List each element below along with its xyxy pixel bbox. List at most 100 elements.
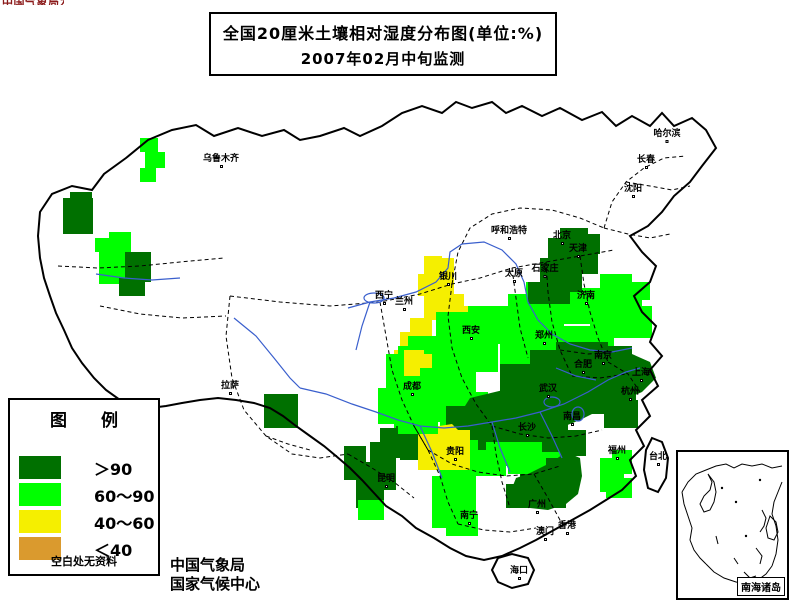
rivers <box>95 241 641 479</box>
city-name: 拉萨 <box>220 381 240 391</box>
city-name: 长春 <box>636 155 656 165</box>
legend-item: ＞90 <box>18 454 155 481</box>
city-marker-icon <box>228 392 232 395</box>
top-text-fragment: 中国气象局发布 <box>2 0 64 5</box>
city-marker-icon <box>546 395 550 398</box>
city-marker-icon <box>570 423 574 426</box>
national-border <box>36 100 718 590</box>
city-name: 成都 <box>402 382 422 392</box>
legend-title: 图 例 <box>50 411 132 431</box>
city-label: 哈尔滨 <box>653 129 681 143</box>
city-marker-icon <box>565 532 569 535</box>
city-marker-icon <box>402 308 406 311</box>
city-label: 银川 <box>439 273 457 286</box>
city-marker-icon <box>576 255 580 258</box>
province-boundaries <box>57 155 691 533</box>
inset-map <box>678 452 787 598</box>
city-name: 广州 <box>527 500 547 510</box>
city-name: 郑州 <box>534 331 554 341</box>
city-name: 长沙 <box>517 423 537 433</box>
city-label: 北京 <box>553 232 571 245</box>
inset-label: 南海诸岛 <box>737 577 785 596</box>
city-name: 哈尔滨 <box>653 129 681 139</box>
attribution-line-1: 中国气象局 <box>170 556 246 574</box>
city-marker-icon <box>631 195 635 198</box>
legend-items: ＞90 60～90 40～60 ＜40 <box>18 454 155 562</box>
city-name: 香港 <box>557 521 577 531</box>
city-marker-icon <box>639 379 643 382</box>
city-marker-icon <box>615 457 619 460</box>
city-name: 济南 <box>576 291 596 301</box>
city-name: 西安 <box>461 326 481 336</box>
city-name: 银川 <box>438 272 458 282</box>
city-label: 合肥 <box>574 361 592 374</box>
city-marker-icon <box>410 393 414 396</box>
city-label: 武汉 <box>539 385 557 398</box>
legend-label: 40～60 <box>94 513 155 533</box>
city-name: 南京 <box>593 351 613 361</box>
city-name: 澳门 <box>535 527 555 537</box>
city-name: 呼和浩特 <box>490 226 528 236</box>
city-label: 南昌 <box>563 413 581 426</box>
city-marker-icon <box>542 342 546 345</box>
city-label: 拉萨 <box>221 382 239 395</box>
legend-label: ＜40 <box>94 540 133 560</box>
city-name: 武汉 <box>538 384 558 394</box>
city-marker-icon <box>453 458 457 461</box>
attribution-line-2: 国家气候中心 <box>170 574 261 593</box>
city-name: 兰州 <box>394 297 414 307</box>
lakes <box>363 292 585 422</box>
city-name: 海口 <box>509 566 529 576</box>
city-label: 西宁 <box>375 292 393 305</box>
city-label: 海口 <box>510 567 528 580</box>
city-marker-icon <box>219 165 223 168</box>
city-label: 成都 <box>403 383 421 396</box>
city-label: 贵阳 <box>446 448 464 461</box>
humidity-shading-layer <box>63 138 656 536</box>
legend-swatch <box>18 482 62 507</box>
city-label: 南京 <box>594 352 612 365</box>
city-marker-icon <box>543 275 547 278</box>
city-name: 石家庄 <box>531 264 559 274</box>
city-label: 天津 <box>569 245 587 258</box>
city-marker-icon <box>525 434 529 437</box>
page-title: 全国20厘米土壤相对湿度分布图(单位:%) <box>222 23 544 43</box>
city-label: 济南 <box>577 292 595 305</box>
south-china-sea-inset: 南海诸岛 <box>676 450 789 600</box>
legend-label: 60～90 <box>94 486 155 506</box>
city-label: 长春 <box>637 156 655 169</box>
city-marker-icon <box>535 511 539 514</box>
legend: 图 例 ＞90 60～90 40～60 ＜40 空白处无资料 <box>8 398 160 576</box>
title-box: 全国20厘米土壤相对湿度分布图(单位:%) 2007年02月中旬监测 <box>209 12 557 76</box>
city-label: 兰州 <box>395 298 413 311</box>
city-name: 贵阳 <box>445 447 465 457</box>
page-subtitle: 2007年02月中旬监测 <box>300 49 466 68</box>
city-name: 南昌 <box>562 412 582 422</box>
city-label: 太原 <box>505 270 523 283</box>
city-marker-icon <box>384 485 388 488</box>
city-marker-icon <box>601 362 605 365</box>
city-marker-icon <box>446 283 450 286</box>
city-label: 福州 <box>608 447 626 460</box>
legend-item: 60～90 <box>18 481 155 508</box>
city-marker-icon <box>517 577 521 580</box>
city-label: 澳门 <box>536 528 554 541</box>
city-name: 南宁 <box>459 511 479 521</box>
legend-item: ＜40 <box>18 535 155 562</box>
city-label: 西安 <box>462 327 480 340</box>
city-name: 昆明 <box>376 474 396 484</box>
city-name: 天津 <box>568 244 588 254</box>
city-label: 呼和浩特 <box>491 227 527 240</box>
city-name: 沈阳 <box>623 184 643 194</box>
city-marker-icon <box>467 522 471 525</box>
city-marker-icon <box>665 140 669 143</box>
city-label: 南宁 <box>460 512 478 525</box>
city-name: 西宁 <box>374 291 394 301</box>
city-label: 杭州 <box>621 388 639 401</box>
city-marker-icon <box>507 237 511 240</box>
city-marker-icon <box>469 337 473 340</box>
city-marker-icon <box>644 166 648 169</box>
legend-swatch <box>18 509 62 534</box>
city-marker-icon <box>584 302 588 305</box>
